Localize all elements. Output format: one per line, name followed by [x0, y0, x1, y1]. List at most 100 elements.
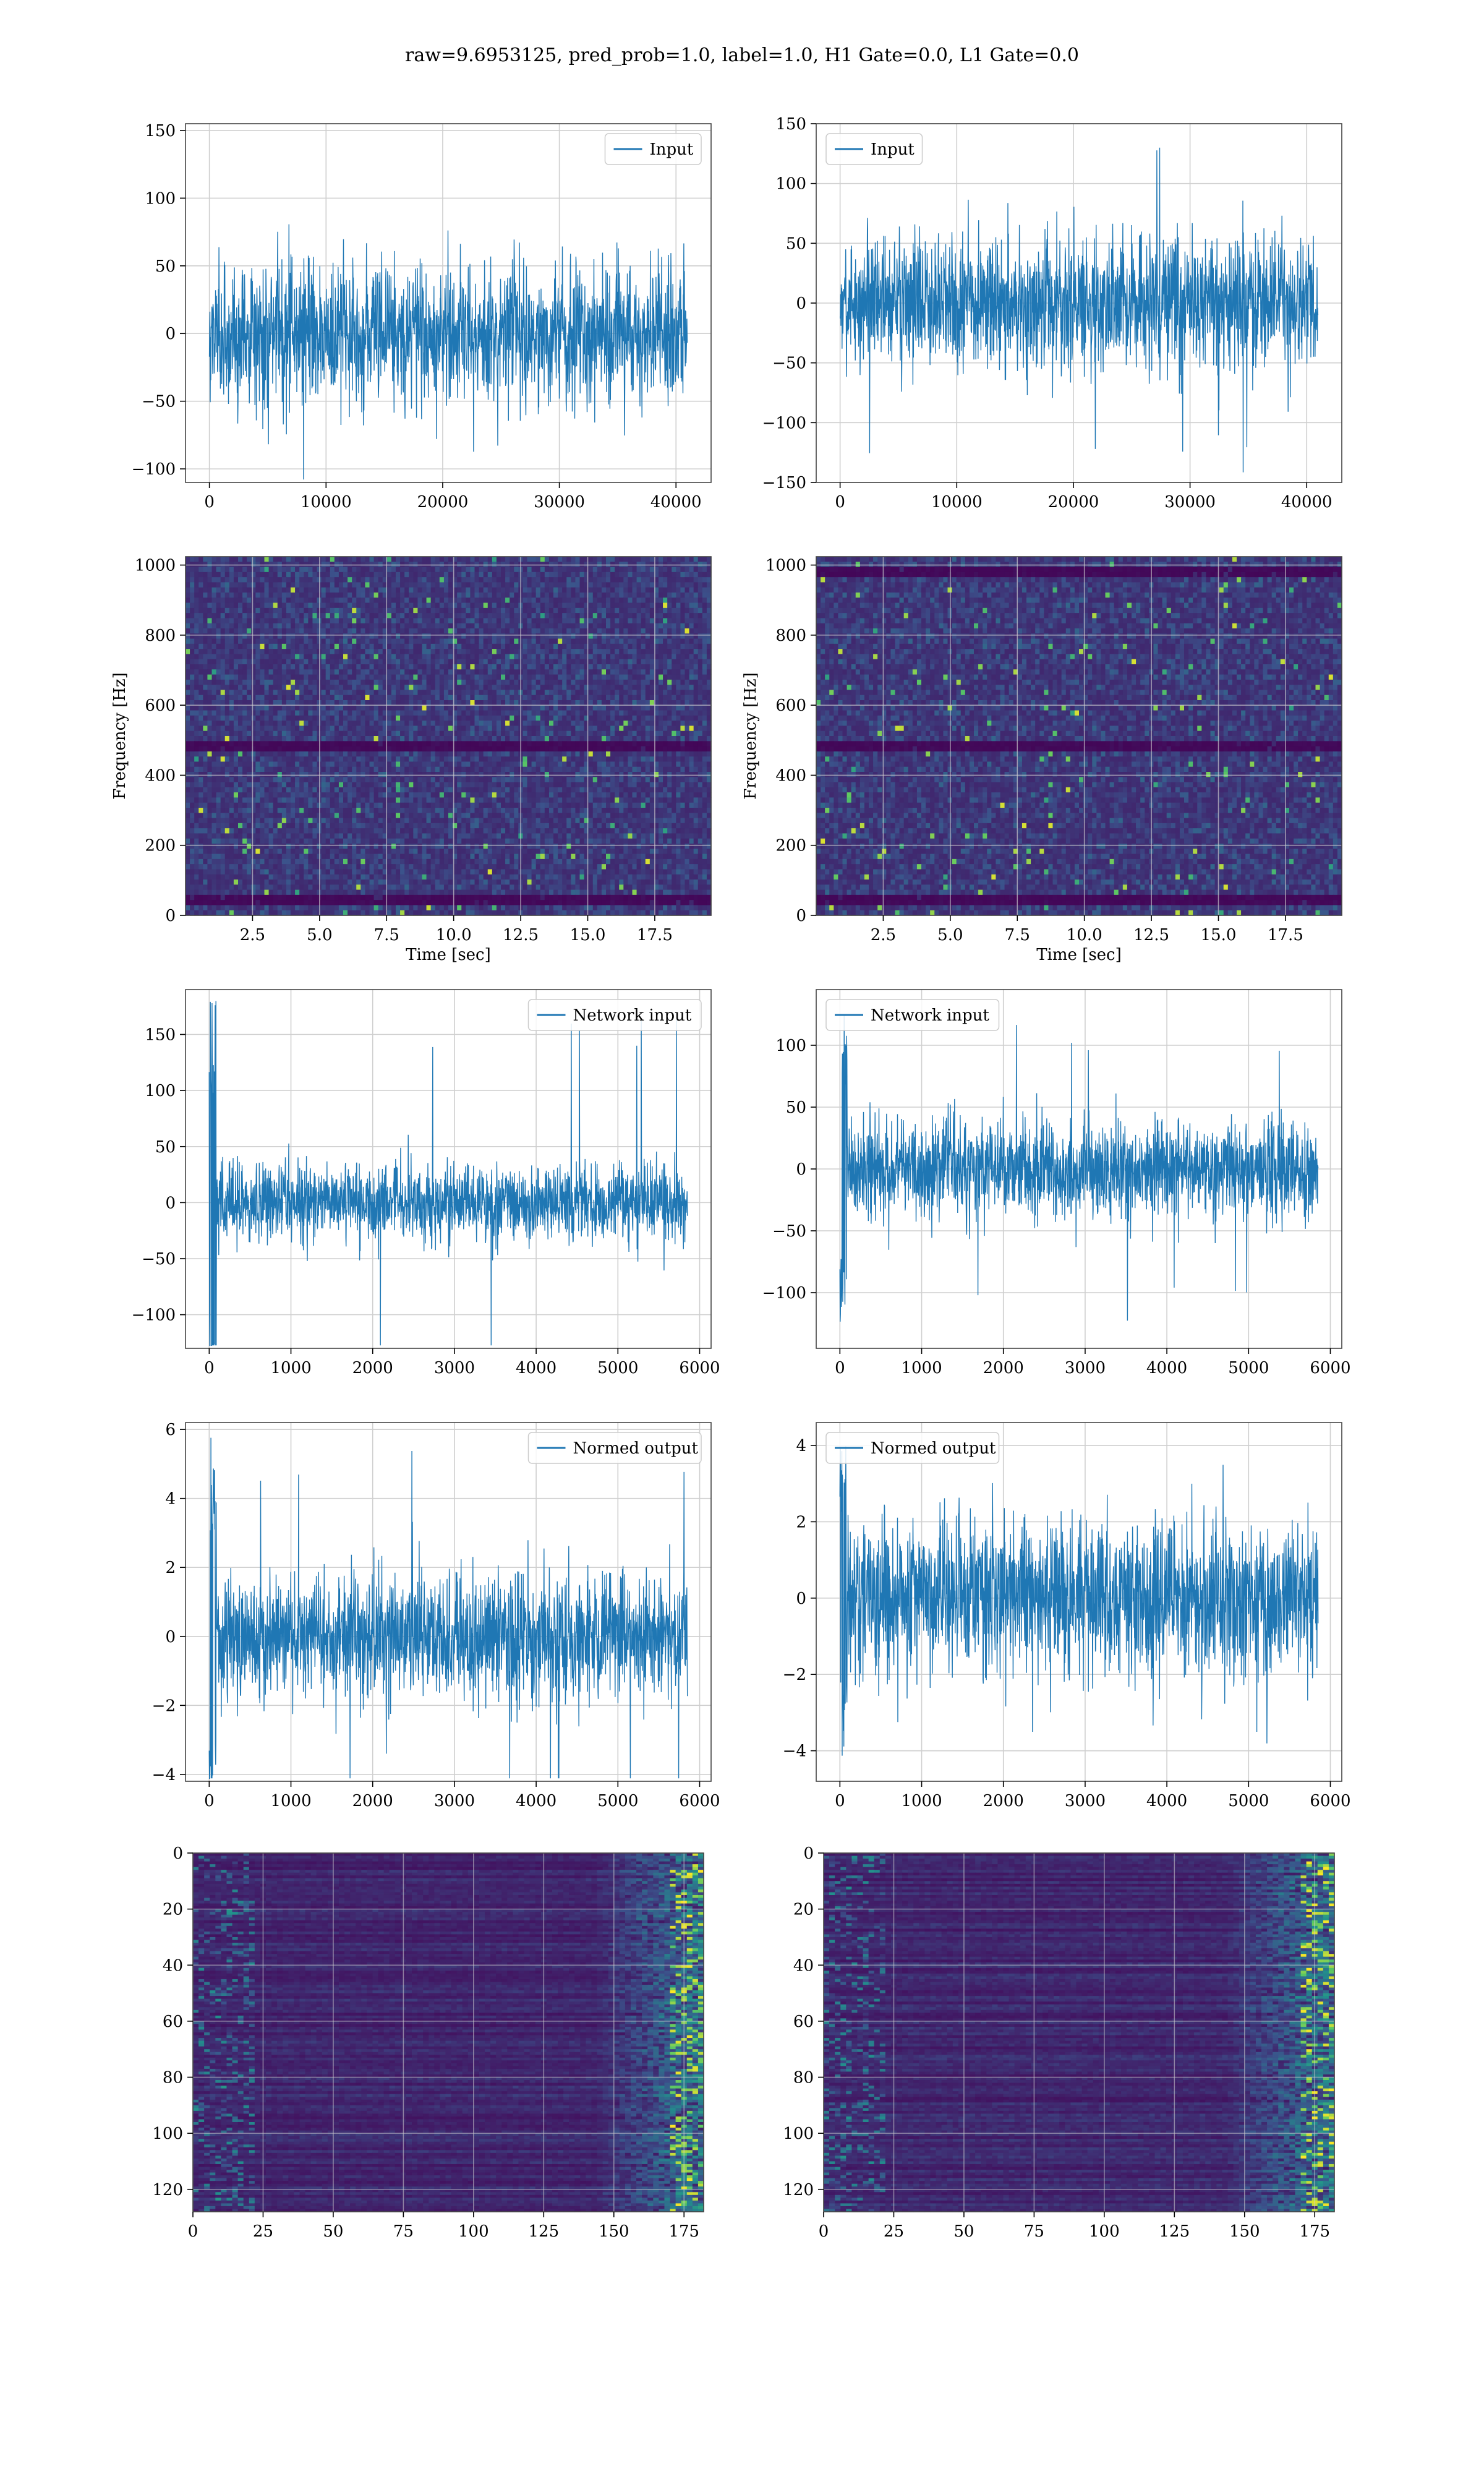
- heatmap-cell: [684, 690, 690, 696]
- heatmap-cell: [391, 623, 396, 629]
- heatmap-cell: [229, 715, 234, 721]
- heatmap-cell: [654, 685, 659, 691]
- heatmap-cell: [641, 571, 646, 578]
- heatmap-cell: [672, 690, 676, 696]
- heatmap-cell: [356, 695, 361, 701]
- heatmap-cell: [457, 623, 462, 629]
- heatmap-cell: [356, 587, 361, 593]
- heatmap-cell: [369, 628, 375, 634]
- heatmap-cell: [487, 736, 493, 742]
- heatmap-cell: [404, 557, 409, 562]
- heatmap-cell: [273, 746, 278, 752]
- heatmap-cell: [496, 628, 501, 634]
- heatmap-cell: [654, 577, 659, 583]
- heatmap-cell: [514, 705, 519, 711]
- heatmap-cell: [527, 679, 532, 685]
- heatmap-cell: [330, 613, 335, 619]
- heatmap-cell: [224, 654, 230, 660]
- heatmap-cell: [628, 587, 633, 593]
- heatmap-cell: [659, 654, 663, 660]
- heatmap-cell: [356, 741, 361, 747]
- heatmap-cell: [672, 669, 676, 675]
- heatmap-cell: [430, 751, 436, 757]
- heatmap-cell: [571, 746, 576, 752]
- heatmap-cell: [505, 674, 510, 680]
- heatmap-cell: [487, 587, 493, 593]
- heatmap-cell: [365, 597, 370, 604]
- heatmap-cell: [247, 664, 252, 670]
- heatmap-cell: [453, 597, 458, 604]
- heatmap-cell: [496, 654, 501, 660]
- heatmap-cell: [654, 700, 659, 706]
- heatmap-cell: [369, 643, 375, 649]
- heatmap-cell: [321, 751, 326, 757]
- heatmap-cell: [654, 649, 659, 655]
- heatmap-cell: [474, 623, 480, 629]
- heatmap-cell: [470, 587, 475, 593]
- heatmap-cell: [207, 557, 213, 562]
- heatmap-cell: [251, 695, 256, 701]
- heatmap-cell: [435, 638, 440, 644]
- heatmap-cell: [501, 726, 506, 732]
- heatmap-cell: [479, 741, 484, 747]
- heatmap-cell: [291, 633, 296, 640]
- heatmap-cell: [453, 562, 458, 568]
- heatmap-cell: [689, 571, 694, 578]
- heatmap-cell: [689, 726, 694, 732]
- heatmap-cell: [649, 618, 655, 624]
- heatmap-cell: [588, 721, 594, 727]
- heatmap-cell: [211, 654, 217, 660]
- heatmap-cell: [409, 587, 414, 593]
- heatmap-cell: [251, 710, 256, 716]
- heatmap-cell: [312, 607, 318, 614]
- heatmap-cell: [277, 567, 283, 573]
- heatmap-cell: [448, 700, 453, 706]
- heatmap-cell: [466, 736, 471, 742]
- heatmap-cell: [483, 721, 488, 727]
- heatmap-cell: [474, 736, 480, 742]
- heatmap-cell: [702, 746, 707, 752]
- heatmap-cell: [514, 618, 519, 624]
- heatmap-cell: [588, 623, 594, 629]
- heatmap-cell: [233, 756, 239, 763]
- heatmap-cell: [391, 557, 396, 562]
- heatmap-cell: [693, 567, 699, 573]
- heatmap-cell: [391, 710, 396, 716]
- heatmap-cell: [632, 597, 638, 604]
- heatmap-cell: [291, 623, 296, 629]
- heatmap-cell: [575, 557, 581, 562]
- heatmap-cell: [430, 695, 436, 701]
- heatmap-cell: [693, 726, 699, 732]
- heatmap-cell: [281, 751, 287, 757]
- heatmap-cell: [461, 659, 466, 665]
- heatmap-cell: [606, 695, 611, 701]
- heatmap-cell: [588, 736, 594, 742]
- heatmap-cell: [409, 705, 414, 711]
- heatmap-cell: [505, 593, 510, 598]
- heatmap-cell: [430, 715, 436, 721]
- heatmap-cell: [522, 721, 528, 727]
- heatmap-cell: [426, 567, 432, 573]
- heatmap-cell: [514, 587, 519, 593]
- heatmap-cell: [632, 618, 638, 624]
- heatmap-cell: [553, 567, 558, 573]
- heatmap-cell: [487, 571, 493, 578]
- heatmap-cell: [680, 715, 686, 721]
- heatmap-cell: [343, 761, 348, 768]
- heatmap-cell: [510, 685, 514, 691]
- heatmap-cell: [312, 659, 318, 665]
- heatmap-cell: [453, 695, 458, 701]
- heatmap-cell: [325, 582, 331, 588]
- heatmap-cell: [369, 730, 375, 737]
- heatmap-cell: [505, 587, 510, 593]
- heatmap-cell: [667, 587, 672, 593]
- heatmap-cell: [352, 751, 357, 757]
- heatmap-cell: [439, 623, 445, 629]
- heatmap-cell: [522, 582, 528, 588]
- heatmap-cell: [649, 761, 655, 768]
- heatmap-cell: [216, 607, 221, 614]
- heatmap-cell: [373, 618, 379, 624]
- heatmap-cell: [706, 597, 712, 604]
- heatmap-cell: [702, 669, 707, 675]
- heatmap-cell: [623, 643, 629, 649]
